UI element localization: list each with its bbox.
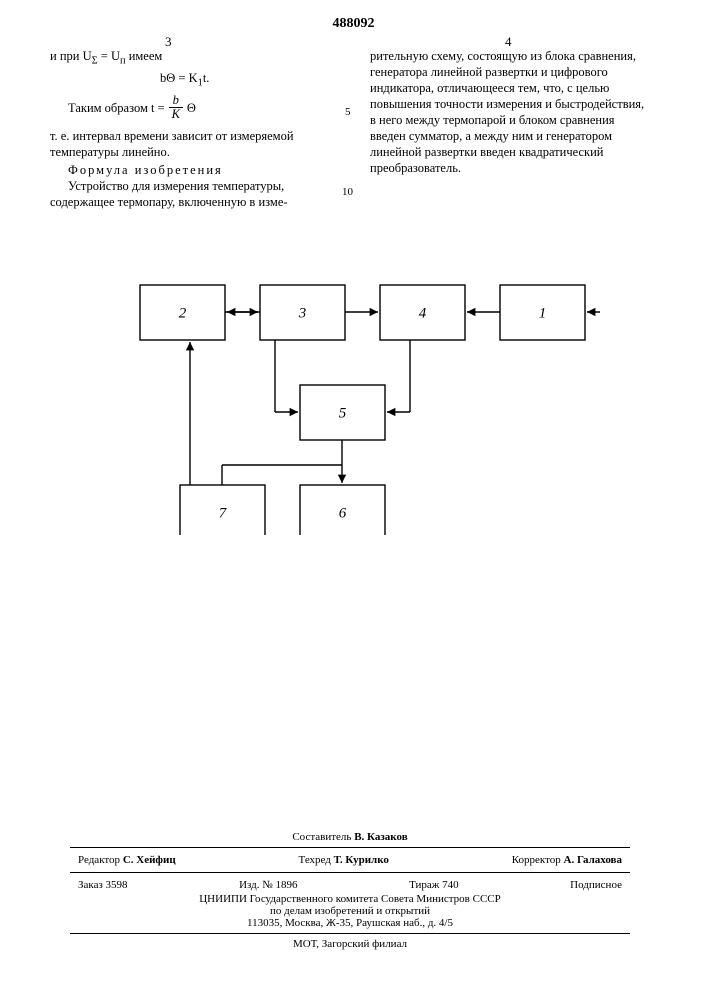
svg-text:6: 6	[339, 506, 347, 522]
line-number-5: 5	[345, 106, 351, 118]
tech-lbl: Техред	[299, 854, 334, 866]
editor-lbl: Редактор	[78, 854, 123, 866]
line-4: Устройство для измерения температуры, со…	[50, 178, 325, 210]
podpis: Подписное	[570, 879, 622, 891]
f1b: t.	[203, 71, 210, 85]
right-p1: рительную схему, состоящую из блока срав…	[370, 48, 645, 176]
svg-text:7: 7	[219, 506, 228, 522]
line-number-10: 10	[342, 186, 353, 198]
formula-2: Таким образом t = b K Θ	[50, 94, 325, 123]
l1a: и при U	[50, 49, 92, 63]
svg-text:4: 4	[419, 306, 427, 322]
editor: Редактор С. Хейфиц	[78, 854, 176, 866]
tirazh: Тираж 740	[409, 879, 459, 891]
techred: Техред Т. Курилко	[299, 854, 389, 866]
composer-name: В. Казаков	[354, 831, 407, 843]
addr: 113035, Москва, Ж-35, Раушская наб., д. …	[70, 917, 630, 929]
formula-heading: Формула изобретения	[50, 162, 325, 178]
izd: Изд. № 1896	[239, 879, 297, 891]
editor-name: С. Хейфиц	[123, 854, 176, 866]
f2den: K	[172, 108, 180, 122]
left-column: и при UΣ = Uп имеем bΘ = K1t. Таким обра…	[50, 48, 325, 210]
f2num: b	[169, 94, 183, 109]
composer-label: Составитель	[292, 831, 354, 843]
tech-name: Т. Курилко	[334, 854, 389, 866]
corrector: Корректор А. Галахова	[512, 854, 622, 866]
block-diagram: 2 3 4 1 5 6 7	[100, 275, 600, 535]
svg-text:1: 1	[539, 306, 547, 322]
svg-text:3: 3	[298, 306, 307, 322]
footer-composer: Составитель В. Казаков	[70, 831, 630, 843]
document-number: 488092	[0, 16, 707, 32]
svg-text:2: 2	[179, 306, 187, 322]
f2b: Θ	[187, 100, 196, 116]
footer-row-1: Редактор С. Хейфиц Техред Т. Курилко Кор…	[70, 852, 630, 868]
f1a: bΘ = K	[160, 71, 198, 85]
line-2: т. е. интервал времени зависит от измеря…	[50, 128, 325, 160]
right-column: рительную схему, состоящую из блока срав…	[370, 48, 645, 176]
formula-1: bΘ = K1t.	[160, 70, 325, 90]
printer: МОТ, Загорский филиал	[70, 938, 630, 950]
page: 488092 3 4 5 10 и при UΣ = Uп имеем bΘ =…	[0, 0, 707, 1000]
footer-row-2: Заказ 3598 Изд. № 1896 Тираж 740 Подписн…	[70, 877, 630, 893]
l1b: = U	[98, 49, 120, 63]
org2: по делам изобретений и открытий	[70, 905, 630, 917]
line-1: и при UΣ = Uп имеем	[50, 48, 325, 68]
order: Заказ 3598	[78, 879, 128, 891]
fraction: b K	[169, 94, 183, 123]
svg-text:5: 5	[339, 406, 347, 422]
corr-name: А. Галахова	[564, 854, 623, 866]
l1c: имеем	[126, 49, 163, 63]
f2a: Таким образом t =	[68, 100, 165, 116]
corr-lbl: Корректор	[512, 854, 564, 866]
footer: Составитель В. Казаков Редактор С. Хейфи…	[70, 831, 630, 950]
org1: ЦНИИПИ Государственного комитета Совета …	[70, 893, 630, 905]
